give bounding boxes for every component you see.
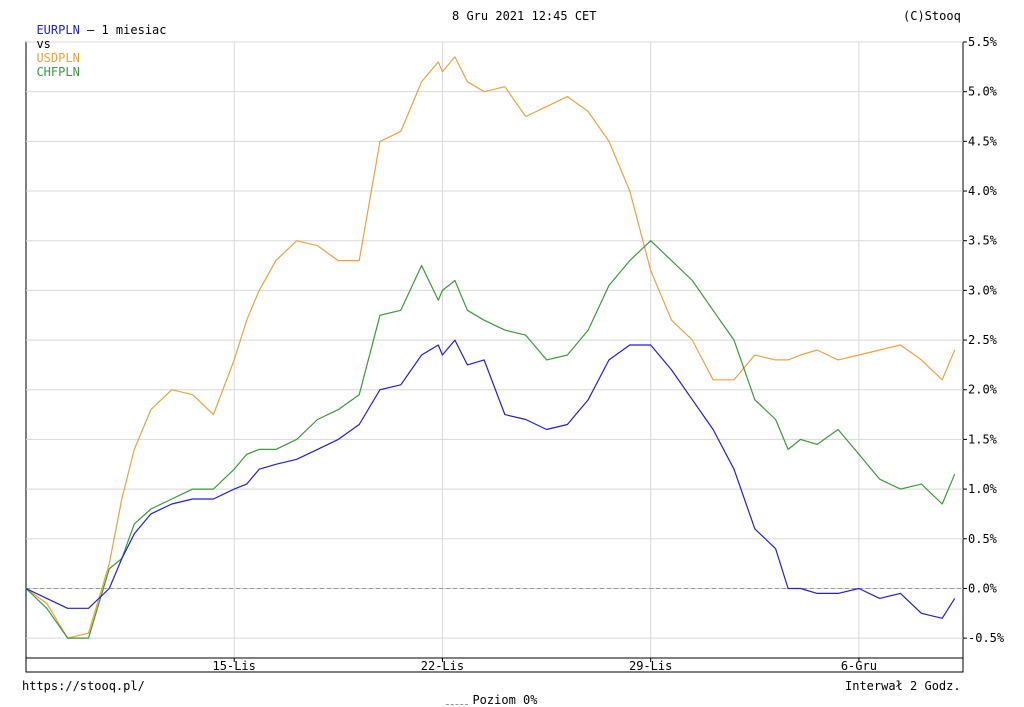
y-tick-label: 4.5% — [968, 134, 998, 148]
x-tick-label: 6-Gru — [841, 659, 877, 673]
main-symbol-link[interactable]: EURPLN — [36, 23, 80, 37]
header-line-1: EURPLN – 1 miesiac — [22, 9, 167, 37]
plot-area — [25, 41, 964, 659]
source-url-link[interactable]: https://stooq.pl/ — [22, 679, 145, 693]
chart-datetime: 8 Gru 2021 12:45 CET — [452, 9, 597, 23]
x-tick-label: 22-Lis — [421, 659, 464, 673]
vs-label: vs — [36, 37, 51, 51]
y-tick-label: 3.0% — [968, 283, 998, 297]
y-axis-ticks: 5.5% 5.0% 4.5% 4.0% 3.5% 3.0% 2.5% 2.0% 1.5% 1.0%… — [963, 35, 1005, 645]
y-tick-label: 4.0% — [968, 184, 998, 198]
y-tick-label: 1.0% — [968, 482, 998, 496]
compare-symbol-usdpln[interactable]: USDPLN — [36, 51, 80, 65]
series-line-chfpln — [25, 240, 956, 639]
x-tick-label: 29-Lis — [629, 659, 672, 673]
level-legend: Poziom 0% — [432, 679, 537, 707]
series-line-usdpln — [25, 56, 956, 639]
x-axis-band — [25, 657, 964, 673]
y-tick-label: 0.5% — [968, 532, 998, 546]
series-layer — [25, 56, 956, 639]
level-legend-label: Poziom 0% — [472, 693, 538, 707]
y-tick-label: 5.0% — [968, 85, 998, 99]
interval-label: Interwał 2 Godz. — [845, 679, 961, 693]
series-line-eurpln — [25, 339, 956, 619]
y-tick-label: 2.0% — [968, 383, 998, 397]
y-tick-label: 2.5% — [968, 333, 998, 347]
compare-symbol-chfpln[interactable]: CHFPLN — [36, 65, 80, 79]
y-tick-label: 3.5% — [968, 234, 998, 248]
period-label: – 1 miesiac — [79, 23, 167, 37]
y-tick-label: 1.5% — [968, 432, 998, 446]
y-tick-label: 0.0% — [968, 581, 998, 595]
copyright-label: (C)Stooq — [903, 9, 961, 23]
header-line-2: vs USDPLN CHFPLN — [22, 23, 80, 79]
x-tick-label: 15-Lis — [213, 659, 256, 673]
y-tick-label: -0.5% — [968, 631, 1005, 645]
y-tick-label: 5.5% — [968, 35, 998, 49]
x-axis-ticks: 15-Lis 22-Lis 29-Lis 6-Gru — [213, 658, 877, 673]
